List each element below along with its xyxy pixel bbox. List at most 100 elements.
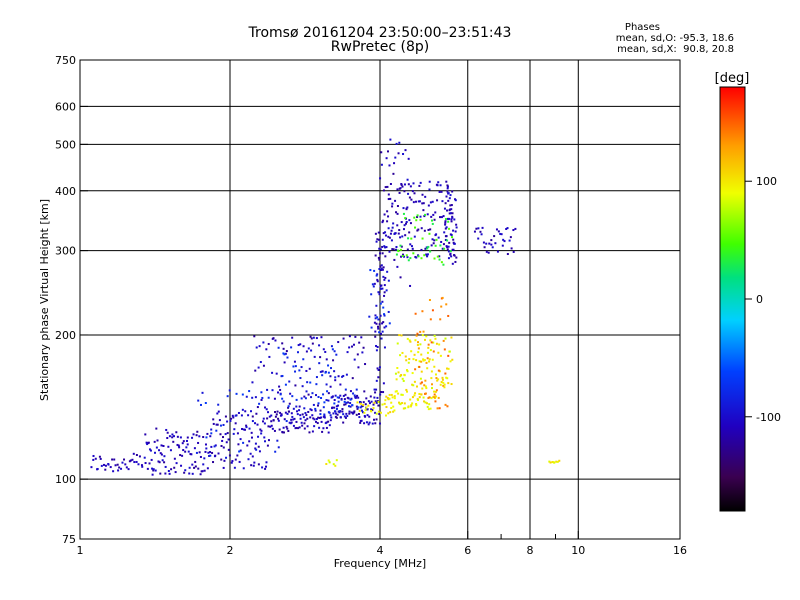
data-point: [407, 259, 410, 262]
data-point: [125, 466, 128, 469]
data-point: [351, 377, 354, 380]
data-point: [377, 231, 380, 234]
data-point: [281, 431, 284, 434]
data-point: [264, 467, 267, 470]
data-point: [447, 245, 450, 248]
data-point: [152, 469, 155, 472]
data-point: [263, 436, 266, 439]
data-point: [477, 227, 480, 230]
data-point: [495, 228, 498, 231]
data-point: [387, 198, 390, 201]
data-point: [438, 343, 441, 346]
grid: [80, 60, 680, 539]
data-point: [377, 400, 380, 403]
data-point: [172, 440, 175, 443]
data-point: [368, 402, 371, 405]
data-point: [192, 433, 195, 436]
data-point: [413, 353, 416, 356]
data-point: [216, 412, 219, 415]
data-point: [385, 157, 388, 160]
data-point: [425, 402, 428, 405]
data-point: [262, 341, 265, 344]
data-point: [399, 248, 402, 251]
data-point: [444, 218, 447, 221]
data-point: [267, 411, 270, 414]
data-point: [316, 404, 319, 407]
data-point: [437, 396, 440, 399]
data-point: [397, 392, 400, 395]
data-point: [177, 444, 180, 447]
data-point: [447, 382, 450, 385]
data-point: [363, 390, 366, 393]
data-point: [254, 396, 257, 399]
data-point: [179, 454, 182, 457]
data-point: [420, 381, 423, 384]
data-point: [423, 229, 426, 232]
data-point: [440, 190, 443, 193]
data-point: [362, 346, 365, 349]
data-point: [327, 364, 330, 367]
data-point: [231, 414, 234, 417]
data-point: [322, 427, 325, 430]
data-point: [267, 342, 270, 345]
data-point: [318, 362, 321, 365]
data-point: [242, 441, 245, 444]
data-point: [197, 399, 200, 402]
data-point: [400, 373, 403, 376]
data-point: [383, 402, 386, 405]
data-point: [389, 138, 392, 141]
data-point: [343, 398, 346, 401]
data-point: [440, 305, 443, 308]
data-point: [482, 241, 485, 244]
data-point: [447, 220, 450, 223]
data-point: [398, 401, 401, 404]
data-point: [214, 444, 217, 447]
data-point: [408, 339, 411, 342]
data-point: [438, 407, 441, 410]
data-point: [420, 353, 423, 356]
data-point: [363, 422, 366, 425]
data-point: [323, 401, 326, 404]
data-point: [282, 400, 285, 403]
data-point: [330, 367, 333, 370]
data-point: [260, 429, 263, 432]
data-point: [439, 244, 442, 247]
data-point: [135, 453, 138, 456]
data-point: [382, 306, 385, 309]
data-point: [277, 419, 280, 422]
data-point: [395, 245, 398, 248]
data-point: [280, 413, 283, 416]
data-point: [382, 391, 385, 394]
data-point: [451, 216, 454, 219]
data-point: [378, 323, 381, 326]
data-point: [287, 405, 290, 408]
data-point: [344, 393, 347, 396]
data-point: [442, 339, 445, 342]
data-point: [429, 407, 432, 410]
data-point: [356, 394, 359, 397]
data-point: [371, 283, 374, 286]
data-point: [413, 380, 416, 383]
data-point: [282, 426, 285, 429]
data-point: [147, 441, 150, 444]
data-point: [353, 394, 356, 397]
data-point: [381, 268, 384, 271]
data-point: [444, 235, 447, 238]
data-point: [388, 322, 391, 325]
data-point: [146, 443, 149, 446]
data-point: [303, 395, 306, 398]
data-point: [268, 355, 271, 358]
data-point: [205, 436, 208, 439]
data-point: [245, 426, 248, 429]
data-point: [188, 472, 191, 475]
x-tick-label: 1: [77, 544, 84, 557]
data-point: [341, 408, 344, 411]
data-point: [392, 410, 395, 413]
data-point: [163, 461, 166, 464]
data-point: [434, 337, 437, 340]
data-point: [366, 408, 369, 411]
data-point: [171, 436, 174, 439]
data-point: [360, 409, 363, 412]
data-point: [297, 344, 300, 347]
data-point: [275, 413, 278, 416]
